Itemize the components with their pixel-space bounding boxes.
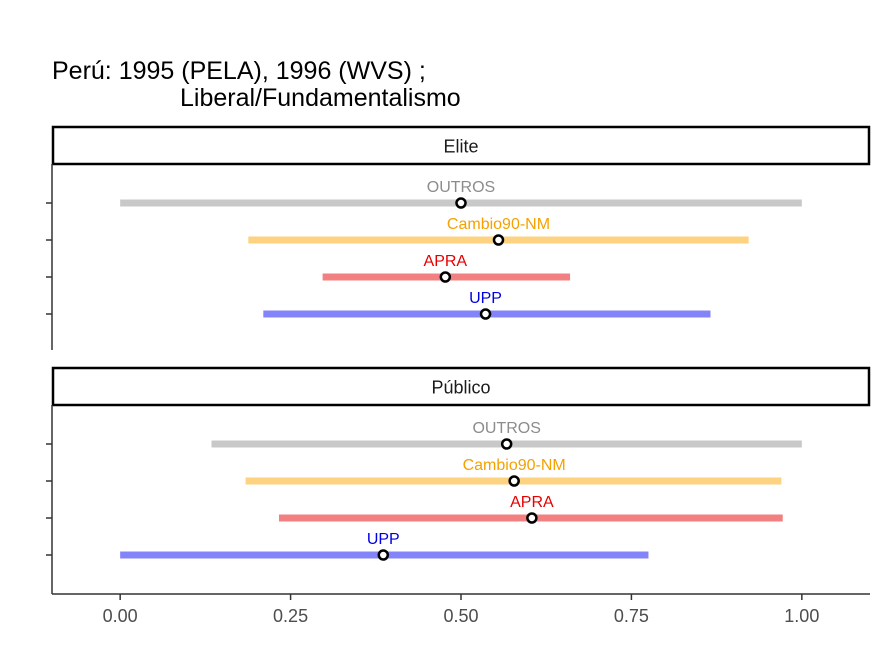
label-outros: OUTROS [427, 179, 495, 196]
chart-title-line-2: Liberal/Fundamentalismo [180, 84, 461, 112]
point-outros [455, 197, 467, 209]
label-cambio90-nm: Cambio90-NM [447, 216, 550, 233]
x-axis: 0.00 0.25 0.50 0.75 1.00 [52, 593, 870, 626]
point-apra [439, 271, 452, 283]
x-tick-label: 0.50 [443, 606, 478, 626]
strip-label: Público [431, 378, 490, 398]
point-apra [526, 512, 538, 524]
x-tick-label: 1.00 [784, 606, 819, 626]
strip-label: Elite [443, 137, 478, 157]
label-upp: UPP [469, 290, 502, 307]
label-upp: UPP [367, 531, 400, 548]
x-tick-label: 0.75 [614, 606, 649, 626]
point-upp [377, 549, 390, 561]
point-cambio90-nm [492, 234, 505, 246]
strip-box [51, 125, 871, 166]
x-tick-label: 0.25 [273, 606, 308, 626]
strip-box [51, 366, 871, 407]
label-cambio90-nm: Cambio90-NM [463, 457, 566, 474]
facet-panel-1: Elite OUTROS Cambio90-NM APRA UPP [46, 125, 871, 350]
label-apra: APRA [510, 494, 554, 511]
label-apra: APRA [424, 253, 468, 270]
chart-title-line-1: Perú: 1995 (PELA), 1996 (WVS) ; [52, 57, 426, 85]
facet-panels: Elite OUTROS Cambio90-NM APRA UPP Público OUTR… [46, 125, 871, 594]
point-outros [500, 438, 513, 450]
x-tick-label: 0.00 [103, 606, 138, 626]
point-cambio90-nm [508, 475, 520, 487]
point-upp [479, 308, 492, 320]
facet-panel-2: Público OUTROS Cambio90-NM APRA UPP [46, 366, 871, 594]
label-outros: OUTROS [472, 420, 540, 437]
